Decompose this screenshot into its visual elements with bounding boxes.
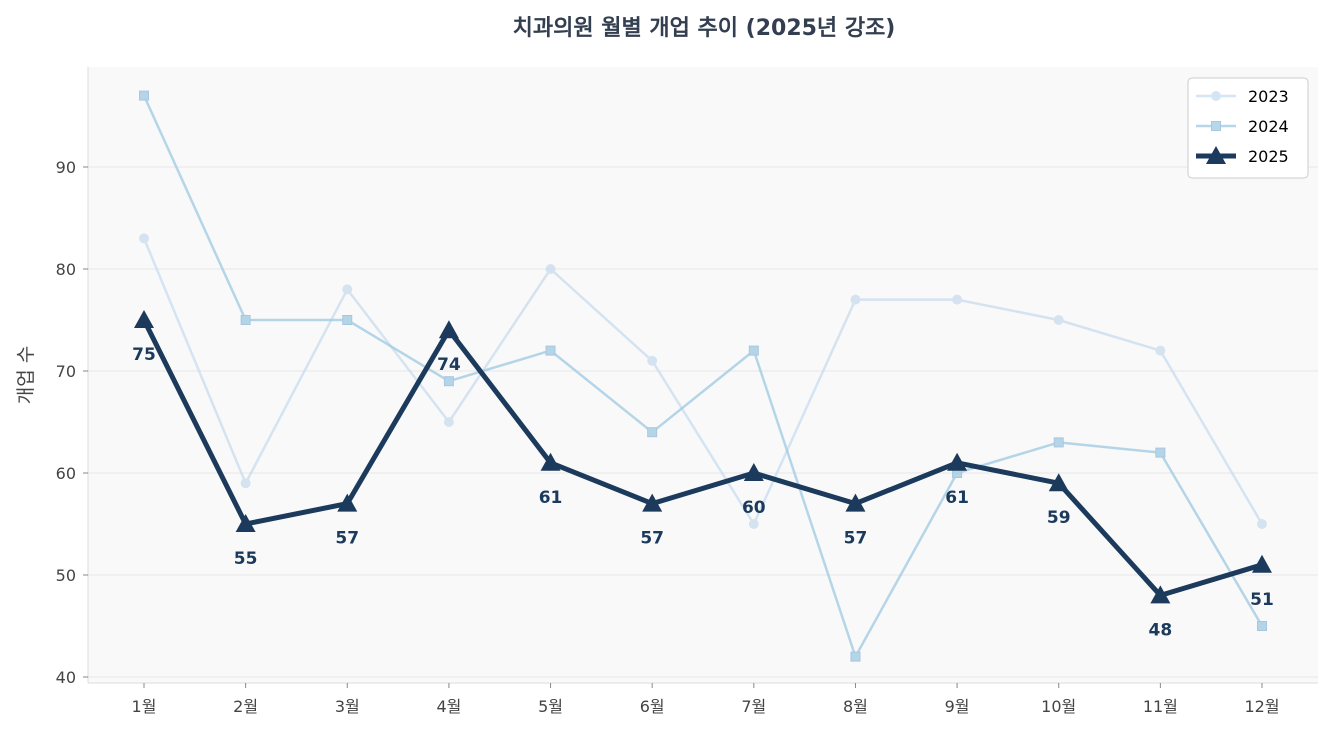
data-point xyxy=(240,478,251,489)
data-point xyxy=(647,355,658,366)
x-tick-label: 4월 xyxy=(436,697,461,716)
plot-area xyxy=(88,67,1318,683)
series-line-2025 xyxy=(141,318,1263,598)
x-tick-label: 5월 xyxy=(538,697,563,716)
data-point xyxy=(1150,585,1171,604)
data-point xyxy=(642,493,663,512)
x-tick-label: 6월 xyxy=(640,697,665,716)
y-tick-label: 60 xyxy=(56,464,76,483)
data-label: 55 xyxy=(234,549,258,569)
series-line-2023 xyxy=(142,237,1264,526)
x-tick-label: 8월 xyxy=(843,697,868,716)
data-label: 51 xyxy=(1250,590,1274,610)
data-label: 57 xyxy=(335,529,359,549)
legend: 2023 2024 2025 xyxy=(1187,77,1309,179)
x-tick-label: 11월 xyxy=(1143,697,1178,716)
data-point xyxy=(743,463,764,481)
legend-marker xyxy=(1206,146,1226,164)
y-tick-label: 50 xyxy=(56,566,76,585)
legend-marker xyxy=(1211,121,1221,131)
data-point xyxy=(1257,621,1267,631)
legend-item-2025 xyxy=(1196,146,1236,164)
y-tick-label: 70 xyxy=(56,362,76,381)
data-point xyxy=(850,294,861,305)
data-label: 48 xyxy=(1149,620,1173,640)
data-point xyxy=(1155,345,1166,356)
y-axis-label: 개업 수 xyxy=(15,346,37,404)
x-tick-label: 2월 xyxy=(233,697,258,716)
legend-item-2024 xyxy=(1196,121,1236,131)
data-label: 61 xyxy=(945,488,969,508)
x-tick-label: 1월 xyxy=(132,697,157,716)
data-point xyxy=(139,233,149,244)
data-point xyxy=(443,376,454,387)
data-point xyxy=(545,345,556,356)
data-label: 60 xyxy=(742,498,766,518)
data-point xyxy=(1155,447,1166,458)
data-label: 57 xyxy=(640,529,664,549)
series-2024 xyxy=(139,90,1267,662)
data-label: 59 xyxy=(1047,508,1071,528)
x-tick-label: 3월 xyxy=(335,697,360,716)
x-tick-label: 10월 xyxy=(1041,697,1076,716)
y-tick-label: 80 xyxy=(56,260,76,279)
data-point xyxy=(1053,315,1064,325)
legend-label: 2024 xyxy=(1248,117,1289,136)
chart-title: 치과의원 월별 개업 추이 (2025년 강조) xyxy=(513,16,896,41)
data-point xyxy=(1257,519,1267,529)
y-tick-label: 90 xyxy=(56,158,76,177)
data-label: 74 xyxy=(437,355,461,375)
data-label: 57 xyxy=(844,529,868,549)
data-point xyxy=(342,284,353,295)
legend-item-2023 xyxy=(1196,91,1236,101)
data-point xyxy=(952,294,963,305)
data-label: 61 xyxy=(539,488,563,508)
x-tick-label: 12월 xyxy=(1244,697,1279,716)
data-point xyxy=(1053,437,1064,448)
data-point xyxy=(240,315,251,325)
data-point xyxy=(647,427,658,438)
series-2023 xyxy=(139,233,1267,529)
data-point xyxy=(235,514,256,532)
data-point xyxy=(748,345,759,356)
legend-marker xyxy=(1211,91,1221,101)
data-point xyxy=(139,90,149,101)
data-point xyxy=(545,264,556,274)
data-point xyxy=(540,452,561,471)
data-point xyxy=(342,315,353,325)
data-point xyxy=(850,651,861,662)
series-2025 xyxy=(134,310,1272,604)
data-point xyxy=(337,493,358,512)
data-point xyxy=(845,493,866,512)
data-point xyxy=(1048,473,1069,492)
data-point xyxy=(1252,554,1272,573)
data-point xyxy=(438,320,459,339)
series-line-2024 xyxy=(142,95,1264,658)
data-point xyxy=(134,310,154,328)
legend-label: 2025 xyxy=(1248,147,1289,166)
legend-label: 2023 xyxy=(1248,87,1289,106)
data-point xyxy=(947,452,968,471)
x-tick-label: 7월 xyxy=(741,697,766,716)
data-point xyxy=(748,519,759,529)
x-tick-label: 9월 xyxy=(945,697,970,716)
data-point xyxy=(443,417,454,427)
y-tick-label: 40 xyxy=(56,668,76,687)
data-label: 75 xyxy=(132,345,156,365)
